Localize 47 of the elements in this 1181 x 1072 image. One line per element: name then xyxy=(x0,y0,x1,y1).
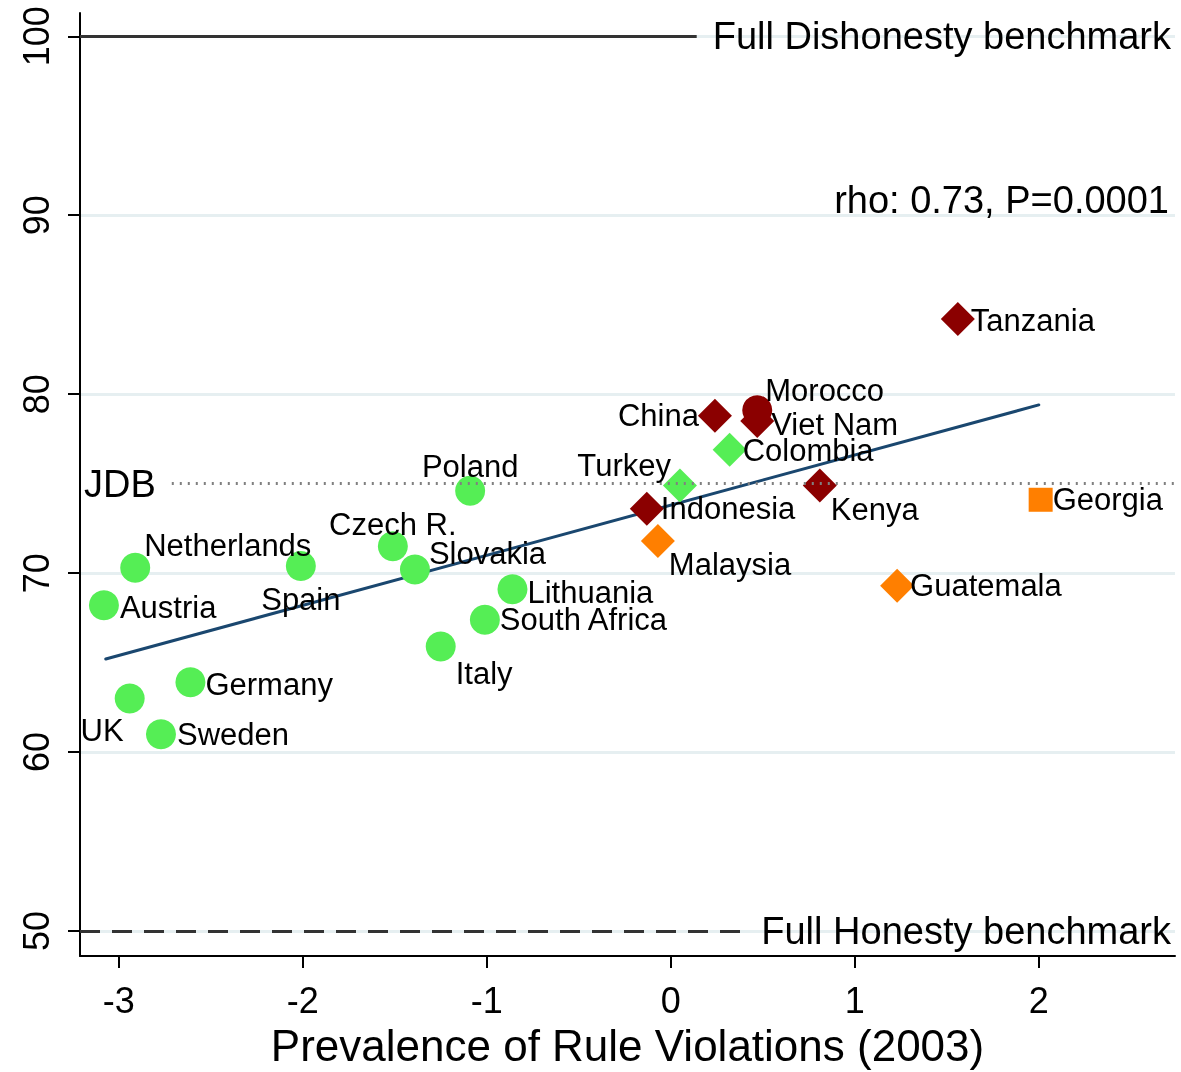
annotation: Germany xyxy=(205,666,334,702)
ref-line-label: Full Dishonesty benchmark xyxy=(712,15,1172,58)
point xyxy=(469,604,500,635)
annotation: Austria xyxy=(119,589,218,625)
y-tick-label: 60 xyxy=(15,732,57,773)
x-axis-title: Prevalence of Rule Violations (2003) xyxy=(270,1020,985,1070)
point xyxy=(146,719,176,750)
annotation: Tanzania xyxy=(970,302,1096,338)
point xyxy=(399,554,430,585)
annotation: Georgia xyxy=(1052,482,1164,518)
x-tick-label: 1 xyxy=(844,979,865,1021)
annotation: China xyxy=(617,398,700,434)
x-tick-label: -2 xyxy=(286,979,319,1021)
annotation: Morocco xyxy=(765,372,885,408)
point xyxy=(629,491,664,526)
annotation: Guatemala xyxy=(910,568,1063,604)
point xyxy=(175,667,206,698)
point xyxy=(114,683,145,714)
y-tick-label: 80 xyxy=(15,374,57,415)
annotation: Indonesia xyxy=(660,491,797,527)
x-tick-label: 0 xyxy=(660,979,681,1021)
annotation: Czech R. xyxy=(329,506,457,542)
x-tick-label: -1 xyxy=(470,979,503,1021)
annotation: Kenya xyxy=(830,491,920,527)
annotation: Turkey xyxy=(577,447,672,483)
point xyxy=(697,398,732,433)
annotation: Italy xyxy=(455,656,514,692)
annotation: South Africa xyxy=(499,602,668,638)
point xyxy=(497,574,528,605)
point xyxy=(88,590,119,621)
ref-line-label: JDB xyxy=(83,462,156,505)
annotation: Netherlands xyxy=(144,528,312,564)
annotation: rho: 0.73, P=0.0001 xyxy=(834,179,1169,221)
x-tick-label: -3 xyxy=(102,979,135,1021)
point xyxy=(455,475,486,506)
y-tick-label: 90 xyxy=(15,195,57,236)
x-tick-label: 2 xyxy=(1028,979,1049,1021)
y-tick-label: 70 xyxy=(15,553,57,594)
annotation: Malaysia xyxy=(668,547,792,583)
annotation: Poland xyxy=(421,449,519,485)
y-tick-label: 50 xyxy=(15,911,57,952)
point xyxy=(425,631,456,662)
annotation: UK xyxy=(80,712,124,748)
y-tick-label: 100 xyxy=(15,6,57,67)
point xyxy=(1028,487,1053,512)
ref-line-label: Full Honesty benchmark xyxy=(761,910,1172,953)
annotation: Sweden xyxy=(176,716,290,752)
